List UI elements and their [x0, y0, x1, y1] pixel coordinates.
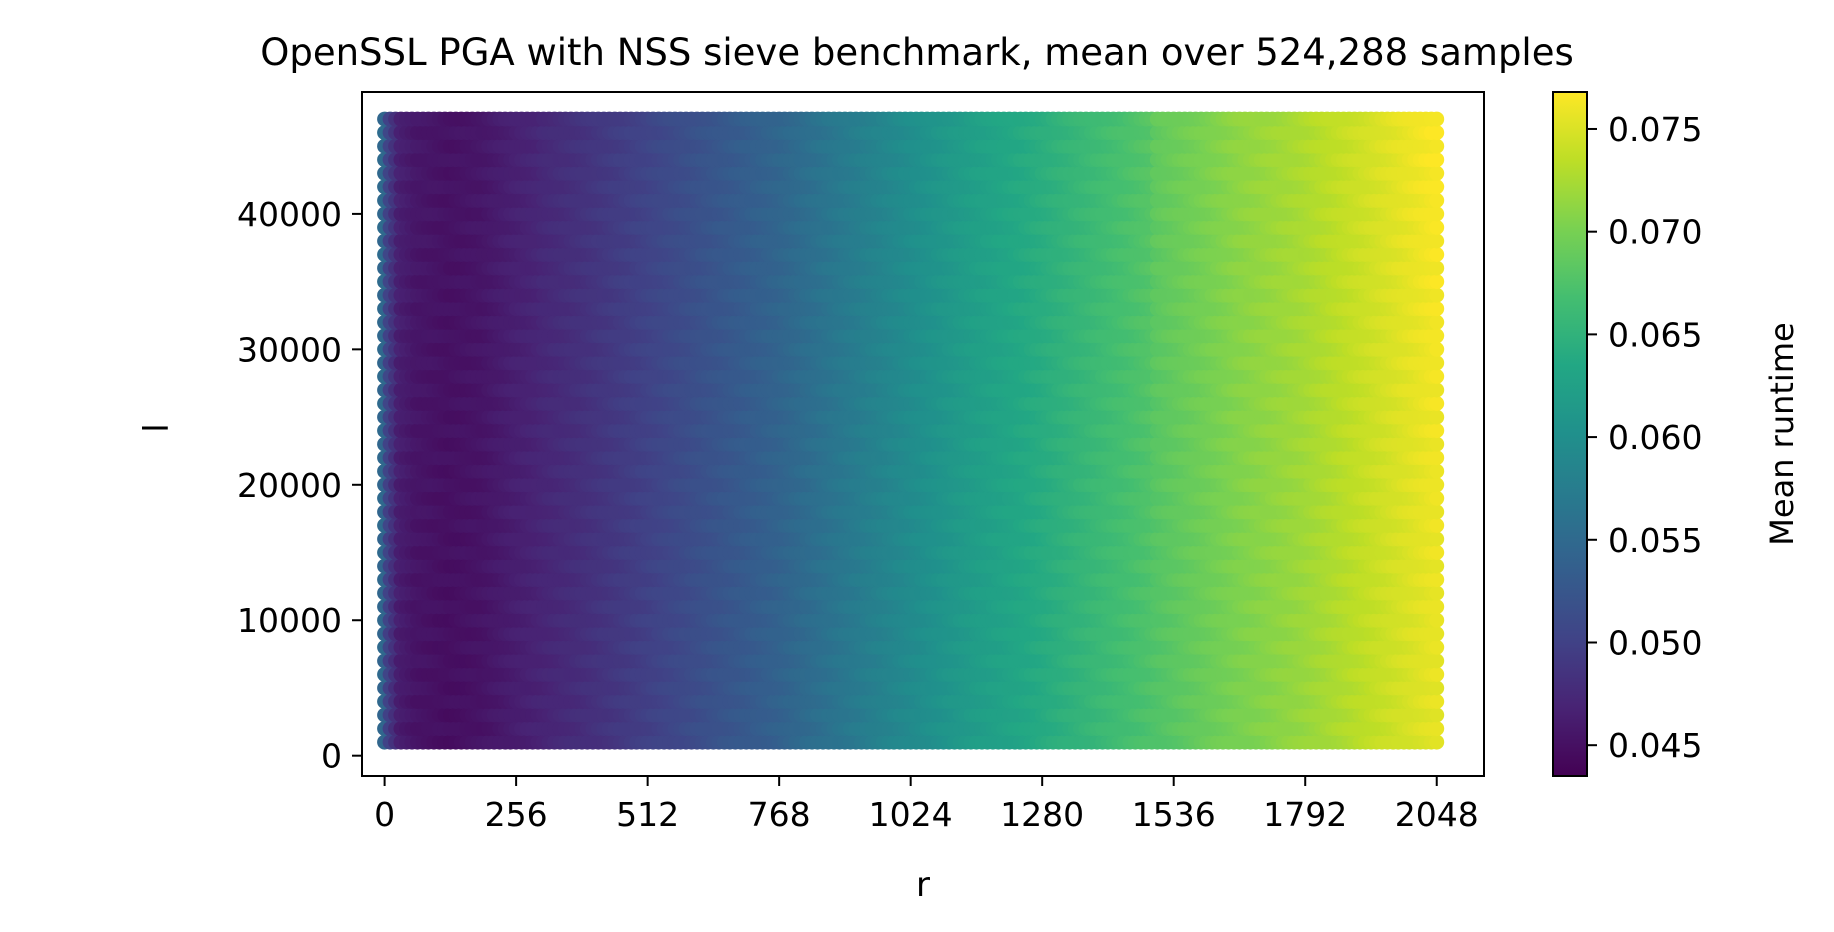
data-point — [1429, 639, 1445, 655]
data-point — [1429, 666, 1445, 682]
data-point — [1429, 721, 1445, 737]
data-point — [1429, 463, 1445, 479]
data-point — [1429, 707, 1445, 723]
data-point — [1429, 409, 1445, 425]
data-point — [1429, 490, 1445, 506]
data-point — [1429, 436, 1445, 452]
data-point — [1429, 585, 1445, 601]
chart-title: OpenSSL PGA with NSS sieve benchmark, me… — [260, 31, 1574, 74]
data-point — [1429, 734, 1445, 750]
data-point — [1429, 504, 1445, 520]
data-point — [1429, 626, 1445, 642]
data-point — [1429, 599, 1445, 615]
data-point — [1429, 531, 1445, 547]
data-point — [1429, 450, 1445, 466]
data-point — [1429, 694, 1445, 709]
scatter-points — [377, 111, 1445, 750]
data-point — [1429, 517, 1445, 533]
data-point — [1429, 558, 1445, 574]
data-point — [1429, 572, 1445, 588]
data-point — [1429, 612, 1445, 628]
data-point — [1429, 545, 1445, 560]
data-point — [1429, 477, 1445, 493]
data-point — [1429, 423, 1445, 439]
data-point — [1429, 653, 1445, 669]
data-point — [1429, 680, 1445, 696]
